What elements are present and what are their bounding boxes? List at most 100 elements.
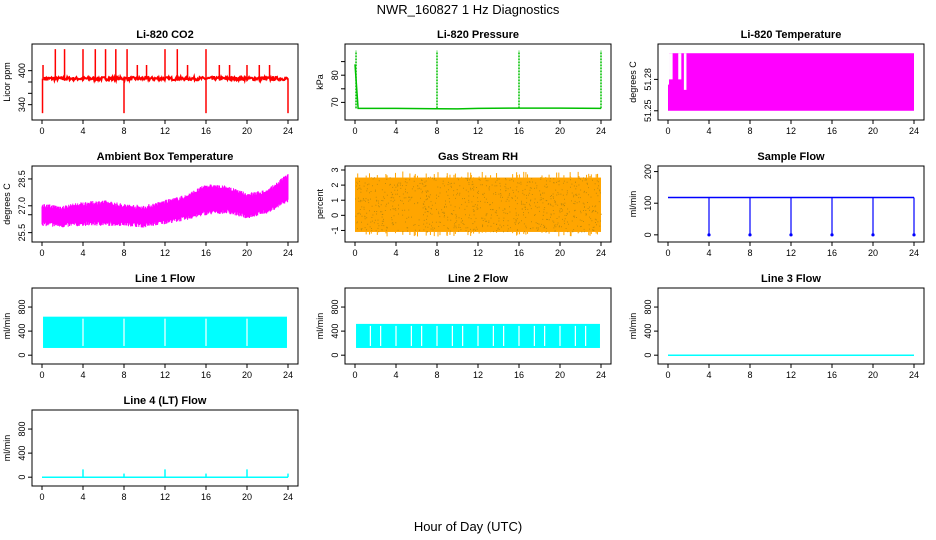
x-tick-label: 8 <box>434 126 439 136</box>
x-tick-label: 24 <box>283 370 293 380</box>
x-tick-label: 12 <box>160 248 170 258</box>
y-tick-label: 28.5 <box>17 170 27 188</box>
x-tick-label: 24 <box>283 126 293 136</box>
flow-dip-point <box>789 233 793 237</box>
y-tick-label: 0 <box>330 353 340 358</box>
y-tick-label: 0 <box>17 353 27 358</box>
panel-ylabel: ml/min <box>628 191 638 218</box>
panel-ylabel: Licor ppm <box>2 62 12 102</box>
panel-1: Li-820 Pressure kPa 0 4 8 12 16 20 24 70 80 <box>315 29 612 136</box>
y-tick-label: 51.25 <box>643 100 653 123</box>
x-tick-label: 0 <box>39 370 44 380</box>
y-tick-label: 2 <box>330 183 340 188</box>
panel-data <box>668 196 916 237</box>
x-tick-label: 4 <box>393 370 398 380</box>
x-tick-label: 0 <box>665 248 670 258</box>
x-tick-label: 12 <box>473 248 483 258</box>
y-tick-label: 400 <box>17 446 27 461</box>
panel-title: Line 4 (LT) Flow <box>124 395 207 407</box>
x-tick-label: 4 <box>393 126 398 136</box>
x-tick-label: 4 <box>80 492 85 502</box>
x-tick-label: 24 <box>909 370 919 380</box>
panel-ylabel: ml/min <box>2 313 12 340</box>
y-tick-label: 800 <box>17 422 27 437</box>
x-tick-label: 8 <box>121 248 126 258</box>
panel-data <box>42 469 289 478</box>
panel-title: Line 2 Flow <box>448 273 508 285</box>
panel-ylabel: degrees C <box>628 61 638 103</box>
x-tick-label: 4 <box>80 248 85 258</box>
panel-data <box>355 171 602 237</box>
x-tick-label: 4 <box>80 126 85 136</box>
x-tick-label: 4 <box>706 126 711 136</box>
panel-3: Ambient Box Temperature degrees C 0 4 8 12 16 2… <box>2 151 299 258</box>
panel-ylabel: ml/min <box>2 435 12 462</box>
band-gap <box>683 53 687 90</box>
panel-9: Line 4 (LT) Flow ml/min 0 4 8 12 16 20 24 0 400 800 <box>2 395 299 502</box>
panel-title: Sample Flow <box>757 151 825 163</box>
x-tick-label: 0 <box>39 492 44 502</box>
y-tick-label: 800 <box>330 300 340 315</box>
x-tick-label: 16 <box>827 248 837 258</box>
x-tick-label: 0 <box>352 370 357 380</box>
y-tick-label: 400 <box>17 63 27 78</box>
panel-title: Li-820 Pressure <box>437 29 519 41</box>
x-tick-label: 0 <box>352 248 357 258</box>
panel-ylabel: ml/min <box>315 313 325 340</box>
panel-data <box>43 316 287 348</box>
x-tick-label: 12 <box>473 370 483 380</box>
x-tick-label: 20 <box>555 370 565 380</box>
x-tick-label: 8 <box>747 248 752 258</box>
x-tick-label: 20 <box>868 248 878 258</box>
x-tick-label: 20 <box>242 248 252 258</box>
y-tick-label: 340 <box>17 97 27 112</box>
x-tick-label: 16 <box>514 248 524 258</box>
figure-xlabel: Hour of Day (UTC) <box>414 519 522 534</box>
flow-dip-point <box>830 233 834 237</box>
x-tick-label: 4 <box>80 370 85 380</box>
band-gap <box>669 53 673 80</box>
panel-data <box>41 174 289 228</box>
x-tick-label: 8 <box>121 126 126 136</box>
x-tick-label: 24 <box>283 492 293 502</box>
y-tick-label: 800 <box>17 300 27 315</box>
x-tick-label: 24 <box>596 248 606 258</box>
y-tick-label: 0 <box>643 353 653 358</box>
x-tick-label: 12 <box>786 248 796 258</box>
series-line <box>43 72 289 85</box>
x-tick-label: 24 <box>909 126 919 136</box>
x-tick-label: 12 <box>786 126 796 136</box>
x-tick-label: 20 <box>555 248 565 258</box>
x-tick-label: 0 <box>665 370 670 380</box>
x-tick-label: 24 <box>283 248 293 258</box>
x-tick-label: 20 <box>555 126 565 136</box>
y-tick-label: 80 <box>330 70 340 80</box>
x-tick-label: 24 <box>596 370 606 380</box>
band-gap <box>678 53 682 80</box>
x-tick-label: 12 <box>473 126 483 136</box>
panel-8: Line 3 Flow ml/min 0 4 8 12 16 20 24 0 400 800 <box>628 273 925 380</box>
panel-data <box>354 50 602 110</box>
x-tick-label: 24 <box>909 248 919 258</box>
y-tick-label: 1 <box>330 198 340 203</box>
x-tick-label: 20 <box>868 370 878 380</box>
panel-frame <box>657 287 925 365</box>
panel-data <box>668 53 914 111</box>
y-tick-label: 27.0 <box>17 197 27 215</box>
y-tick-label: 25.5 <box>17 224 27 242</box>
band-fill-start <box>668 84 670 111</box>
x-tick-label: 8 <box>434 370 439 380</box>
panel-title: Line 3 Flow <box>761 273 821 285</box>
y-tick-label: 3 <box>330 167 340 172</box>
x-tick-label: 20 <box>242 370 252 380</box>
y-tick-label: 800 <box>643 300 653 315</box>
panel-ylabel: ml/min <box>628 313 638 340</box>
figure-title: NWR_160827 1 Hz Diagnostics <box>377 2 560 17</box>
x-tick-label: 12 <box>786 370 796 380</box>
x-tick-label: 4 <box>706 248 711 258</box>
x-tick-label: 0 <box>665 126 670 136</box>
scatter-points <box>355 177 602 233</box>
temperature-band <box>41 174 289 228</box>
